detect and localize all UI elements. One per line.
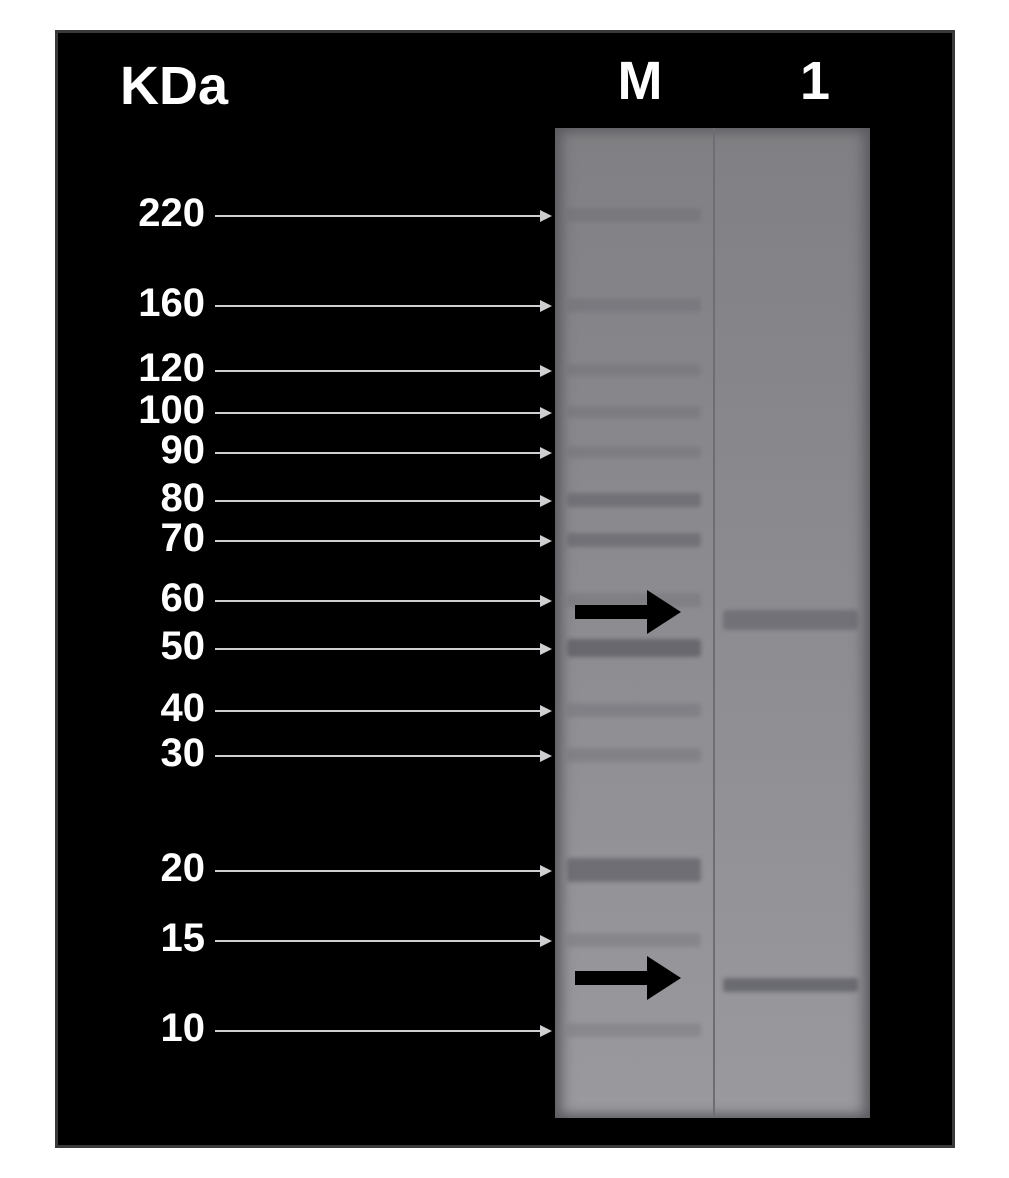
marker-band (567, 493, 701, 507)
marker-arrow-head-icon (540, 300, 552, 312)
marker-band (567, 703, 701, 717)
marker-band (567, 446, 701, 458)
marker-label: 60 (115, 576, 205, 621)
marker-arrow-head-icon (540, 495, 552, 507)
marker-arrow-head-icon (540, 865, 552, 877)
marker-band (567, 298, 701, 312)
marker-arrow-head-icon (540, 210, 552, 222)
marker-band (567, 639, 701, 657)
marker-arrow-line (215, 412, 540, 414)
marker-arrow-line (215, 1030, 540, 1032)
marker-arrow-line (215, 452, 540, 454)
marker-label: 90 (115, 428, 205, 473)
marker-arrow-line (215, 710, 540, 712)
marker-arrow-line (215, 305, 540, 307)
marker-arrow-head-icon (540, 535, 552, 547)
gel-lane-divider (713, 128, 715, 1118)
marker-arrow-line (215, 648, 540, 650)
marker-label: 40 (115, 686, 205, 731)
marker-arrow-head-icon (540, 595, 552, 607)
marker-label: 70 (115, 516, 205, 561)
marker-band (567, 748, 701, 762)
marker-arrow-head-icon (540, 643, 552, 655)
marker-arrow-head-icon (540, 407, 552, 419)
marker-band (567, 533, 701, 547)
marker-label: 120 (115, 346, 205, 391)
marker-label: 50 (115, 624, 205, 669)
marker-label: 15 (115, 916, 205, 961)
marker-arrow-head-icon (540, 705, 552, 717)
marker-arrow-head-icon (540, 1025, 552, 1037)
marker-label: 10 (115, 1006, 205, 1051)
marker-band (567, 858, 701, 882)
figure-container: KDa M 1 220 160 120100908070 6050 4030 20 15 10 (0, 0, 1009, 1178)
marker-band (567, 208, 701, 222)
marker-arrow-line (215, 940, 540, 942)
marker-arrow-head-icon (540, 935, 552, 947)
marker-band (567, 406, 701, 418)
marker-arrow-line (215, 370, 540, 372)
marker-band (567, 933, 701, 947)
sample-band (723, 610, 858, 630)
marker-arrow-head-icon (540, 365, 552, 377)
marker-label: 30 (115, 731, 205, 776)
marker-arrow-line (215, 540, 540, 542)
lane-label: 1 (775, 50, 855, 112)
marker-arrow-line (215, 600, 540, 602)
marker-arrow-line (215, 500, 540, 502)
marker-label: 20 (115, 846, 205, 891)
marker-label: 100 (115, 388, 205, 433)
lane-label: M (600, 50, 680, 112)
marker-arrow-head-icon (540, 447, 552, 459)
marker-band (567, 1023, 701, 1037)
marker-label: 160 (115, 281, 205, 326)
marker-arrow-head-icon (540, 750, 552, 762)
marker-label: 220 (115, 191, 205, 236)
kda-title: KDa (120, 55, 228, 117)
gel-strip (555, 128, 870, 1118)
marker-arrow-line (215, 870, 540, 872)
marker-band (567, 364, 701, 376)
marker-arrow-line (215, 755, 540, 757)
sample-band (723, 978, 858, 992)
marker-label: 80 (115, 476, 205, 521)
marker-arrow-line (215, 215, 540, 217)
